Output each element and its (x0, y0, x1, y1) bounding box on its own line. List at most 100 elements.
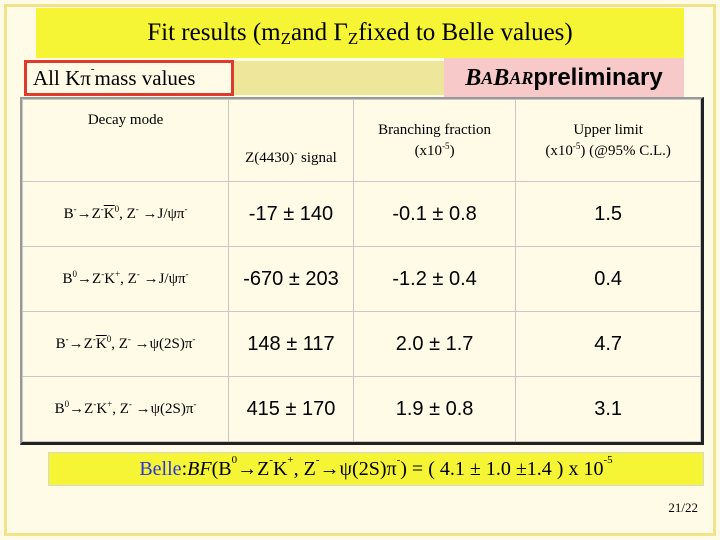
footer-sup: -5 (603, 454, 613, 466)
header-decay-mode: Decay mode (21, 99, 230, 182)
belle-footer: Belle: BF (B 0 →Z - K +, Z- →ψ(2S)π -) = ( 4.1 … (48, 452, 704, 486)
z-signal-cell: 148 ± 117 (228, 311, 354, 377)
mode-sup: - (100, 203, 104, 214)
z-signal-cell: 415 ± 170 (228, 376, 354, 442)
footer-bf: BF (187, 457, 212, 480)
mode-kbar: K (95, 335, 107, 352)
mode-text: K (96, 400, 108, 417)
mode-sup: - (136, 268, 140, 279)
z-signal-cell: -670 ± 203 (228, 246, 354, 312)
footer-text: K (272, 457, 288, 480)
header-bf-line1: Branching fraction (378, 121, 491, 138)
header-z-signal: Z(4430)- signal (228, 99, 354, 182)
mode-sup: - (101, 268, 105, 279)
badge-text: mass values (94, 65, 196, 90)
upper-limit-cell: 1.5 (515, 181, 701, 247)
decay-mode-cell: B0→Z-K+, Z- →J/ψπ- (21, 246, 230, 312)
babar-letter: B (493, 64, 510, 91)
table-row: B0→Z-K+, Z- →J/ψπ- -670 ± 203 -1.2 ± 0.4… (21, 246, 701, 312)
all-kpi-mass-badge: All Kπ - mass values (24, 60, 234, 96)
mode-text: →Z (77, 270, 102, 287)
header-row: All Kπ - mass values B A B AR preliminary (24, 58, 684, 98)
mode-text: , Z (112, 400, 129, 417)
mode-sup: + (115, 268, 121, 279)
header-text: (x10 (545, 142, 573, 159)
decay-mode-cell: B0→Z-K+, Z- →ψ(2S)π- (21, 376, 230, 442)
mode-sup: 0 (114, 203, 120, 214)
babar-letter: AR (509, 67, 534, 88)
mode-sup: - (65, 333, 69, 344)
mode-sup: 0 (72, 268, 78, 279)
mode-text: B (55, 335, 66, 352)
header-upper-limit: Upper limit (x10-5) (@95% C.L.) (515, 99, 701, 182)
upper-limit-cell: 4.7 (515, 311, 701, 377)
header-ul-line2: (x10-5) (@95% C.L.) (516, 141, 700, 162)
title-text: fixed to Belle values) (358, 19, 573, 46)
header-text: ) (@95% C.L.) (580, 142, 671, 159)
mode-kbar: K (103, 205, 115, 222)
title-text: Fit results (m (147, 19, 281, 46)
branching-fraction-cell: -1.2 ± 0.4 (352, 246, 517, 312)
mode-text: →Z (76, 205, 101, 222)
footer-sup: - (315, 454, 320, 466)
upper-limit-cell: 0.4 (515, 246, 701, 312)
mode-sup: - (192, 333, 196, 344)
table-header-row: Decay mode Z(4430)- signal Branching fra… (21, 99, 701, 182)
babar-preliminary-label: B A B AR preliminary (444, 58, 684, 98)
results-table: Decay mode Z(4430)- signal Branching fra… (21, 99, 701, 442)
z-signal-cell: -17 ± 140 (228, 181, 354, 247)
header-text: ) (449, 142, 455, 159)
table-row: B0→Z-K+, Z- →ψ(2S)π- 415 ± 170 1.9 ± 0.8… (21, 376, 701, 442)
mode-sup: - (135, 203, 139, 214)
footer-sup: - (269, 454, 273, 466)
results-table-container: Decay mode Z(4430)- signal Branching fra… (20, 97, 704, 445)
header-branching-fraction: Branching fraction (x10-5) (352, 99, 517, 182)
babar-letter: B (465, 64, 482, 91)
belle-label: Belle (139, 457, 182, 480)
mode-text: →Z (68, 335, 93, 352)
badge-text: All Kπ (33, 65, 91, 90)
header-ul-line1: Upper limit (573, 121, 643, 138)
branching-fraction-cell: 1.9 ± 0.8 (352, 376, 517, 442)
header-bf-line2: (x10-5) (354, 141, 515, 162)
babar-preliminary: preliminary (533, 64, 663, 91)
title-sub: Z (347, 29, 359, 48)
mode-sup: - (128, 398, 132, 409)
footer-text: : (181, 457, 188, 480)
mode-text: B (62, 270, 73, 287)
mode-sup: - (184, 203, 188, 214)
mode-text: →ψ(2S)π (131, 400, 194, 417)
mode-sup: - (73, 203, 77, 214)
header-text: signal (297, 150, 337, 166)
header-text: Z(4430) (245, 150, 295, 166)
mode-sup: - (193, 398, 197, 409)
mode-sup: + (107, 398, 113, 409)
mode-sup: - (127, 333, 131, 344)
decay-mode-cell: B-→Z-K0, Z- →J/ψπ- (21, 181, 230, 247)
branching-fraction-cell: -0.1 ± 0.8 (352, 181, 517, 247)
title-sub: Z (280, 29, 291, 48)
footer-text: →ψ(2S)π (319, 457, 397, 480)
footer-text: ) = ( 4.1 ± 1.0 ±1.4 ) x 10 (400, 457, 604, 480)
page-number: 21/22 (668, 500, 698, 515)
mode-sup: - (93, 398, 97, 409)
table-row: B-→Z-K0, Z- →J/ψπ- -17 ± 140 -0.1 ± 0.8 … (21, 181, 701, 247)
footer-sup: 0 (231, 454, 238, 466)
title-text: and Γ (291, 19, 348, 46)
mode-text: K (104, 270, 116, 287)
mode-sup: 0 (64, 398, 70, 409)
decay-mode-cell: B-→Z-K0, Z- →ψ(2S)π- (21, 311, 230, 377)
mode-text: , Z (111, 335, 128, 352)
footer-sup: - (396, 454, 401, 466)
mode-sup: 0 (106, 333, 112, 344)
mode-text: , Z (120, 270, 137, 287)
mode-text: B (54, 400, 65, 417)
mode-sup: - (92, 333, 96, 344)
mode-sup: - (185, 268, 189, 279)
badge-sup: - (90, 63, 95, 75)
mode-text: →ψ(2S)π (130, 335, 193, 352)
branching-fraction-cell: 2.0 ± 1.7 (352, 311, 517, 377)
table-row: B-→Z-K0, Z- →ψ(2S)π- 148 ± 117 2.0 ± 1.7… (21, 311, 701, 377)
footer-text: →Z (237, 457, 270, 480)
